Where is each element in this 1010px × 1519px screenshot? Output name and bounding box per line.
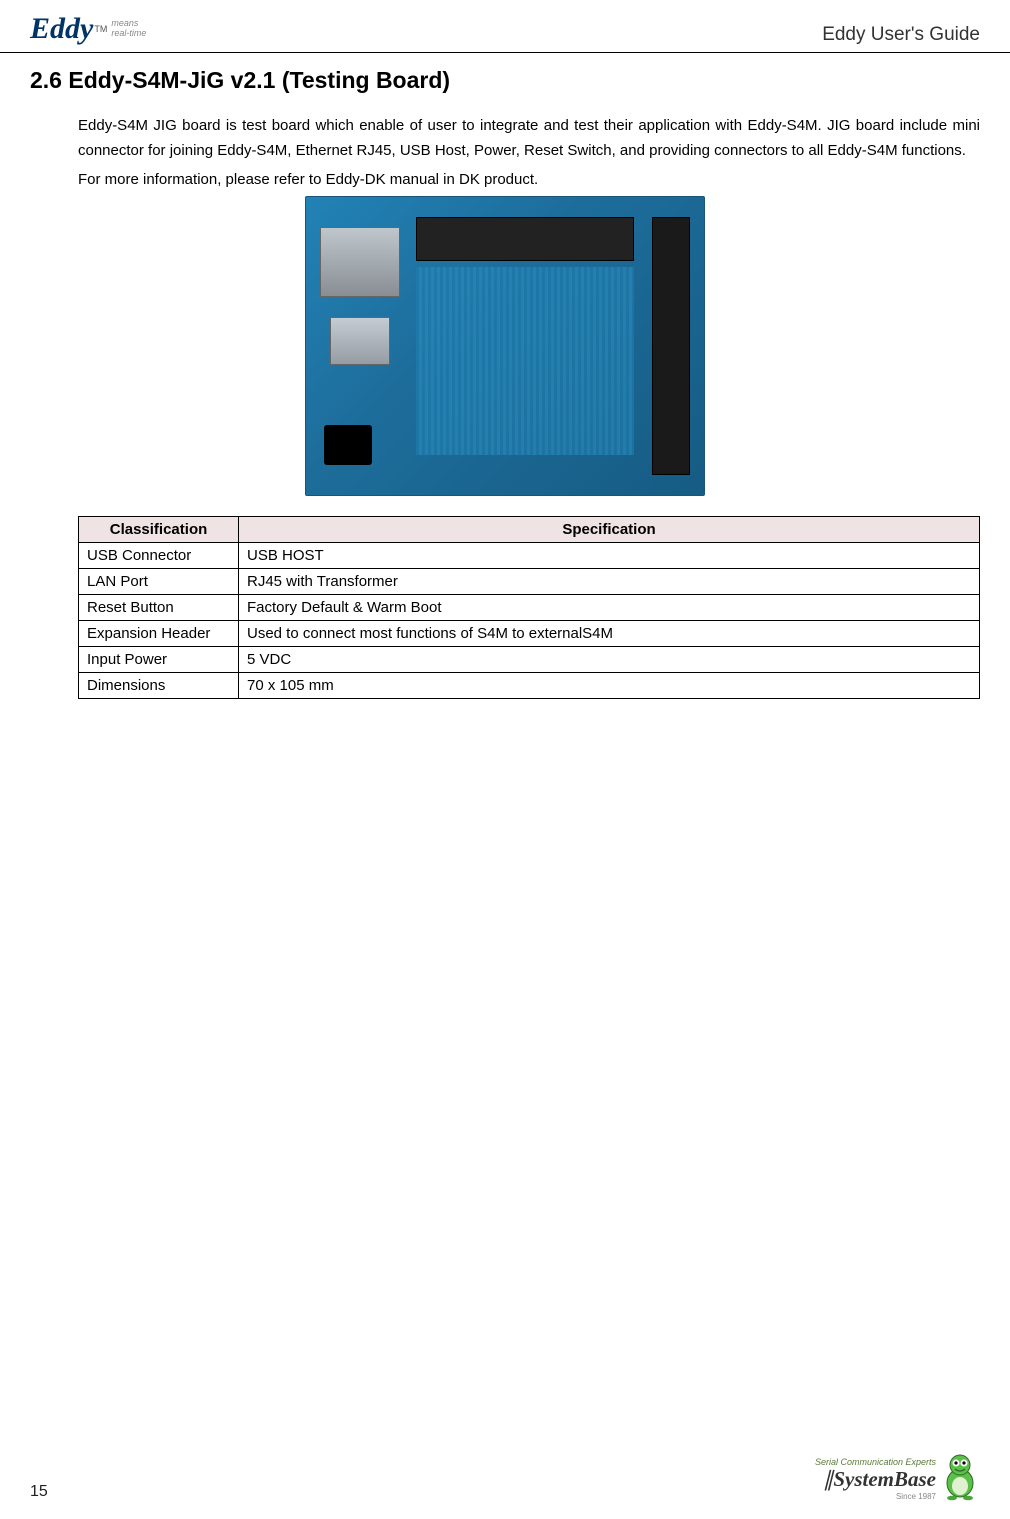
paragraph-1: Eddy-S4M JIG board is test board which e… — [78, 114, 980, 164]
table-row: Dimensions70 x 105 mm — [79, 673, 980, 699]
footer-since: Since 1987 — [815, 1492, 936, 1501]
board-ethernet-port — [320, 227, 400, 297]
spec-table: Classification Specification USB Connect… — [78, 516, 980, 699]
table-header-row: Classification Specification — [79, 517, 980, 543]
footer-logo-text: Serial Communication Experts ∥SystemBase… — [815, 1457, 936, 1501]
header-logo: Eddy TM means real-time — [30, 12, 146, 46]
mascot-icon — [940, 1451, 980, 1501]
page-footer: 15 Serial Communication Experts ∥SystemB… — [0, 1451, 1010, 1501]
table-row: Reset ButtonFactory Default & Warm Boot — [79, 595, 980, 621]
cell-classification: Input Power — [79, 647, 239, 673]
logo-tagline: means real-time — [111, 19, 146, 39]
cell-classification: Dimensions — [79, 673, 239, 699]
footer-logo: Serial Communication Experts ∥SystemBase… — [815, 1451, 980, 1501]
table-row: Input Power5 VDC — [79, 647, 980, 673]
paragraph-2: For more information, please refer to Ed… — [78, 168, 980, 193]
board-figure — [30, 196, 980, 496]
cell-classification: Reset Button — [79, 595, 239, 621]
board-traces — [416, 267, 634, 455]
page-header: Eddy TM means real-time Eddy User's Guid… — [0, 0, 1010, 53]
logo-text: Eddy — [30, 12, 93, 46]
cell-classification: Expansion Header — [79, 621, 239, 647]
board-image — [305, 196, 705, 496]
footer-brand-name: SystemBase — [833, 1467, 936, 1491]
page-content: 2.6 Eddy-S4M-JiG v2.1 (Testing Board) Ed… — [0, 67, 1010, 699]
footer-tagline: Serial Communication Experts — [815, 1457, 936, 1467]
col-specification: Specification — [239, 517, 980, 543]
page-number: 15 — [30, 1483, 48, 1501]
board-slot — [416, 217, 634, 261]
board-power-jack — [324, 425, 372, 465]
footer-brand-prefix: ∥ — [823, 1467, 834, 1491]
cell-specification: Factory Default & Warm Boot — [239, 595, 980, 621]
cell-specification: RJ45 with Transformer — [239, 569, 980, 595]
cell-specification: 70 x 105 mm — [239, 673, 980, 699]
cell-specification: Used to connect most functions of S4M to… — [239, 621, 980, 647]
logo-tm: TM — [94, 24, 107, 34]
cell-specification: USB HOST — [239, 543, 980, 569]
board-usb-port — [330, 317, 390, 365]
doc-title: Eddy User's Guide — [822, 24, 980, 46]
table-row: LAN PortRJ45 with Transformer — [79, 569, 980, 595]
logo-tag-line2: real-time — [111, 29, 146, 39]
section-heading: 2.6 Eddy-S4M-JiG v2.1 (Testing Board) — [30, 67, 980, 94]
col-classification: Classification — [79, 517, 239, 543]
cell-classification: USB Connector — [79, 543, 239, 569]
table-row: Expansion HeaderUsed to connect most fun… — [79, 621, 980, 647]
board-pin-header — [652, 217, 690, 475]
cell-classification: LAN Port — [79, 569, 239, 595]
table-row: USB ConnectorUSB HOST — [79, 543, 980, 569]
cell-specification: 5 VDC — [239, 647, 980, 673]
footer-brand: ∥SystemBase — [815, 1467, 936, 1492]
